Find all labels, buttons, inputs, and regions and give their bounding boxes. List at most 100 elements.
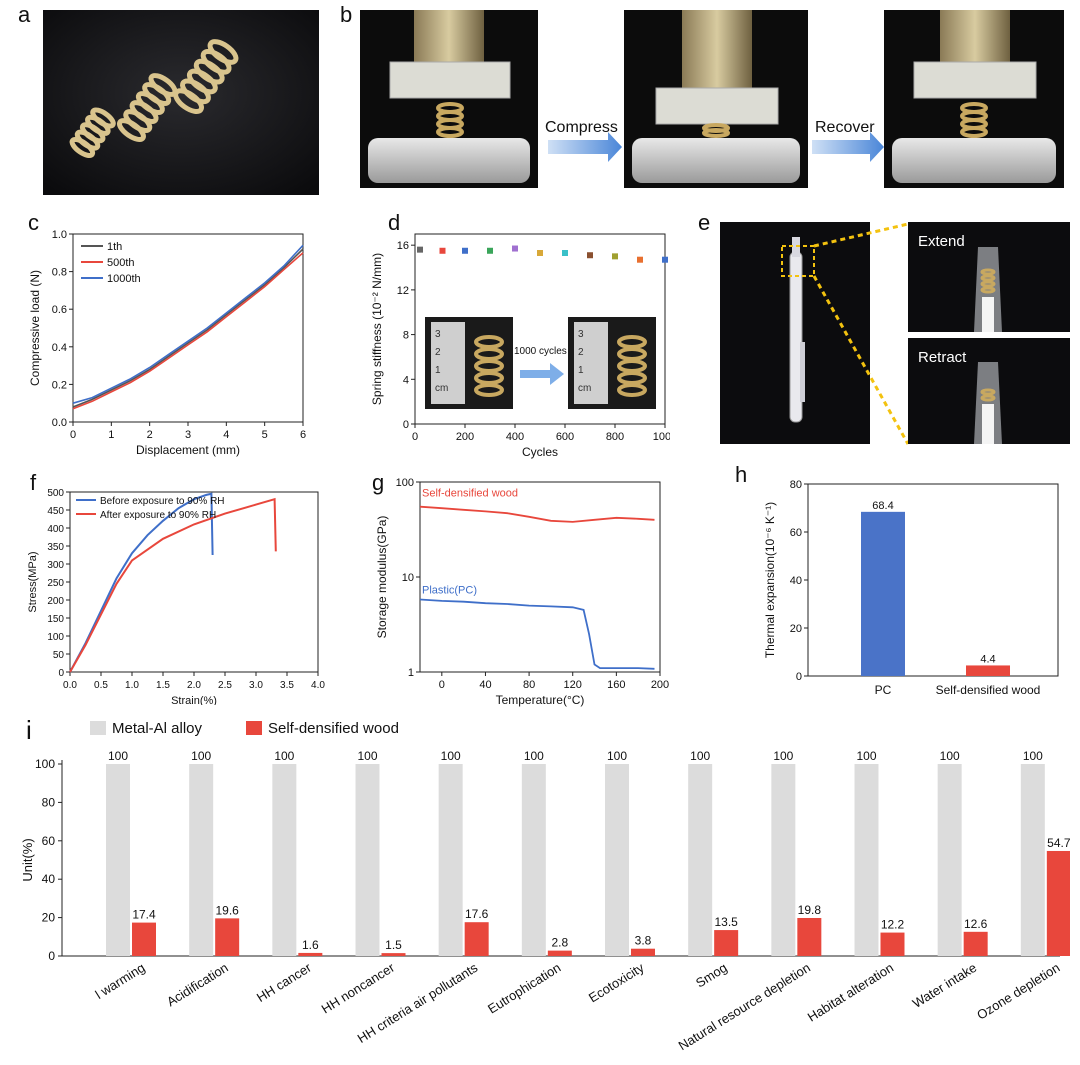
bar-wood (880, 932, 905, 956)
bar-metal (854, 764, 879, 956)
data-point (562, 250, 568, 256)
bar-metal (189, 764, 214, 956)
series-line-pc (419, 598, 655, 670)
x-tick-label: 120 (564, 679, 582, 691)
x-tick-label: 800 (606, 431, 624, 443)
photo-b-compressed (624, 10, 808, 188)
data-point (417, 246, 423, 253)
chart-d-spring-stiffness: 048121602004006008001000CyclesSpring sti… (370, 233, 670, 459)
inset-spring-after: 3 2 1 cm (568, 317, 656, 409)
bar-metal (688, 764, 713, 956)
bar-value-label: 17.4 (132, 908, 156, 922)
category-label: Ecotoxicity (586, 960, 647, 1006)
legend-swatch-metal (90, 721, 106, 735)
panel-label-g: g (372, 470, 385, 495)
category-label: Eutrophication (485, 960, 563, 1017)
y-axis-label: Storage modulus(GPa) (375, 516, 389, 639)
x-tick-label: 4 (223, 429, 229, 441)
y-tick-label: 40 (790, 575, 802, 587)
category-label: PC (875, 683, 892, 697)
bar-value-label: 1.6 (302, 938, 319, 952)
bar-metal (521, 764, 546, 956)
bar-wood (132, 922, 156, 956)
x-tick-label: 0.5 (94, 680, 108, 691)
bar-value-label: 68.4 (872, 500, 893, 512)
recover-label: Recover (815, 119, 875, 136)
data-point (439, 247, 446, 254)
data-point (662, 256, 668, 263)
x-tick-label: 200 (651, 679, 669, 691)
cycles-arrow (520, 363, 564, 385)
series-line-1000th (72, 244, 304, 404)
series-line-0 (69, 492, 214, 673)
panel-label-f: f (30, 470, 37, 495)
bar-metal (438, 764, 463, 956)
x-tick-label: 1.0 (125, 680, 139, 691)
bar-value-label: 100 (1023, 749, 1043, 763)
y-tick-label: 350 (47, 542, 64, 553)
x-tick-label: 600 (556, 431, 574, 443)
bar-value-label: 100 (357, 749, 377, 763)
y-tick-label: 400 (47, 524, 64, 535)
bar-wood (797, 917, 822, 956)
legend-entry: 1th (107, 241, 122, 253)
category-label: l warming (92, 960, 147, 1002)
category-label: Water intake (910, 960, 979, 1011)
y-tick-label: 0 (48, 949, 55, 963)
x-tick-label: 4.0 (311, 680, 325, 691)
chart-f-stress-strain: 0 50 100 150 200 250 300 350 400 450 500 0.0 0.5 1.0 1… (27, 488, 325, 705)
y-axis-label: Stress(MPa) (27, 551, 39, 612)
x-tick-label: 160 (607, 679, 625, 691)
ruler-mark: 3 (435, 329, 441, 340)
y-tick-label: 0.4 (52, 342, 67, 354)
bar-metal (355, 764, 380, 956)
x-tick-label: 1.5 (156, 680, 170, 691)
bar-wood (714, 930, 739, 956)
series-line-1 (69, 497, 277, 673)
y-tick-label: 12 (397, 285, 409, 297)
y-tick-label: 0.2 (52, 379, 67, 391)
panel-label-i: i (26, 715, 32, 745)
x-tick-label: 80 (523, 679, 535, 691)
bar-value-label: 100 (690, 749, 710, 763)
bar-metal (1020, 764, 1045, 956)
x-tick-label: 3 (185, 429, 191, 441)
x-axis-label: Strain(%) (171, 695, 217, 705)
y-tick-label: 300 (47, 560, 64, 571)
category-label: HH cancer (254, 959, 315, 1005)
y-tick-label: 16 (397, 240, 409, 252)
wood-springs-illustration (43, 10, 319, 195)
chart-g-storage-modulus: 1 10 100 0 40 80 120 160 200 Temperature(°C) Stora… (375, 477, 669, 707)
legend-entry: Before exposure to 90% RH (100, 496, 225, 507)
x-tick-label: 1000 (653, 431, 670, 443)
spring-coil (474, 383, 504, 397)
series-line-wood (419, 505, 655, 523)
bar-value-label: 13.5 (714, 915, 738, 929)
bar-1 (966, 665, 1010, 676)
plot-frame (414, 233, 666, 425)
x-tick-label: 0 (439, 679, 445, 691)
bar-value-label: 100 (607, 749, 627, 763)
x-tick-label: 2.0 (187, 680, 201, 691)
photo-b-recovered (884, 10, 1064, 188)
bar-wood (215, 918, 240, 956)
bar-value-label: 19.6 (215, 903, 239, 917)
bar-value-label: 1.5 (385, 938, 402, 952)
panel-label-b: b (340, 2, 353, 27)
series-line-500th (72, 252, 304, 410)
panel-b-compression-photos: Compress Recover (360, 10, 1064, 188)
bar-value-label: 2.8 (551, 936, 568, 950)
y-tick-label: 150 (47, 614, 64, 625)
bar-wood (547, 950, 572, 956)
legend-entry: 1000th (107, 273, 141, 285)
panel-label-c: c (28, 210, 39, 235)
y-tick-label: 100 (47, 632, 64, 643)
spring-coil (617, 383, 647, 397)
category-label: Natural resource depletion (676, 960, 813, 1054)
y-tick-label: 4 (403, 374, 409, 386)
y-tick-label: 80 (42, 795, 56, 809)
bar-value-label: 3.8 (635, 934, 652, 948)
ruler-mark: 1 (435, 365, 441, 376)
bar-wood (631, 948, 655, 956)
y-axis-label: Unit(%) (20, 838, 35, 881)
